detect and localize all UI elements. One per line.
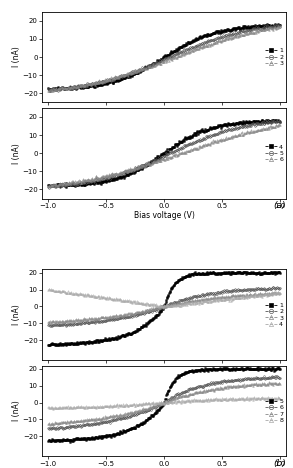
Y-axis label: I (nA): I (nA) <box>12 47 21 67</box>
Legend: 4, 5, 6: 4, 5, 6 <box>264 144 284 163</box>
Y-axis label: I (nA): I (nA) <box>12 305 21 325</box>
Y-axis label: I (nA): I (nA) <box>12 401 21 421</box>
X-axis label: Bias voltage (V): Bias voltage (V) <box>134 211 195 220</box>
Y-axis label: I (nA): I (nA) <box>12 143 21 163</box>
Text: (a): (a) <box>273 201 286 210</box>
Legend: 1, 2, 3: 1, 2, 3 <box>264 47 284 66</box>
Text: (b): (b) <box>273 459 286 468</box>
Legend: 1, 2, 3, 4: 1, 2, 3, 4 <box>264 302 284 328</box>
Legend: 5, 6, 7, 8: 5, 6, 7, 8 <box>264 398 284 424</box>
